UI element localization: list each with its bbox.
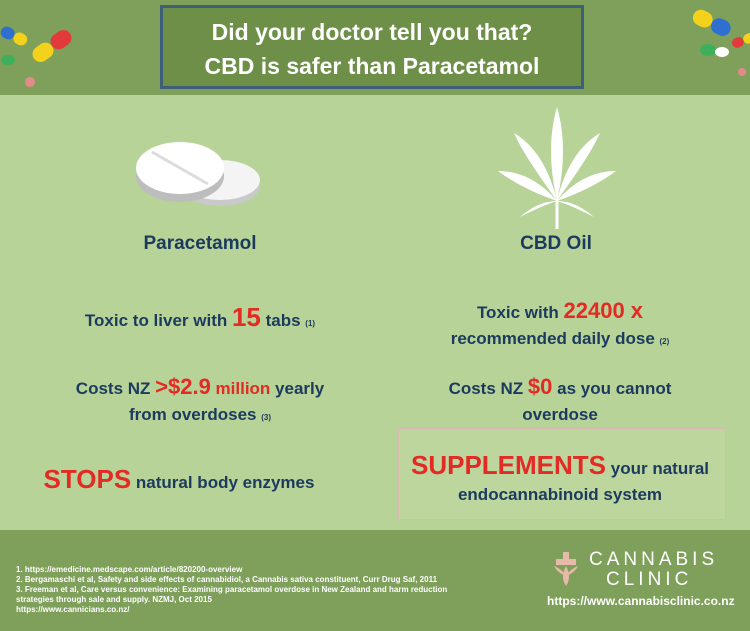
paracetamol-tab-count: 15 (231, 302, 261, 332)
paracetamol-cost: Costs NZ >$2.9 million yearly from overd… (30, 374, 370, 431)
reference-2: 2. Bergamaschi et al, Safety and side ef… (16, 575, 438, 584)
paracetamol-cost-million: million (210, 379, 271, 398)
cbd-cost-line2: overdose (522, 405, 598, 424)
paracetamol-enzymes: STOPS natural body enzymes (14, 466, 344, 496)
logo-clinic: CLINIC (606, 569, 693, 590)
cbd-cost-prefix: Costs NZ (448, 379, 528, 398)
ref-1-marker: (1) (305, 319, 316, 328)
cannabis-leaf-icon (498, 107, 616, 229)
references-list: 1. https://emedicine.medscape.com/articl… (16, 565, 536, 615)
cbd-cost-suffix: as you cannot (552, 379, 672, 398)
cbd-supplements-word: SUPPLEMENTS (411, 450, 607, 480)
ref-2-marker: (2) (659, 337, 670, 346)
paracetamol-cost-suffix: yearly (270, 379, 325, 398)
cbd-cost-amount: $0 (527, 374, 553, 399)
paracetamol-stops: STOPS (43, 464, 132, 494)
paracetamol-title: Paracetamol (143, 233, 257, 254)
reference-4: https://www.cannicians.co.nz/ (16, 605, 130, 614)
paracetamol-enzymes-text: natural body enzymes (131, 473, 315, 492)
reference-1: 1. https://emedicine.medscape.com/articl… (16, 565, 243, 574)
cbd-supplements: SUPPLEMENTS your natural endocannabinoid… (400, 452, 720, 508)
paracetamol-cost-amount: >$2.9 (155, 374, 211, 399)
cbd-toxicity-prefix: Toxic with (476, 303, 564, 322)
logo-cannabis: CANNABIS (589, 549, 719, 570)
cbd-cost: Costs NZ $0 as you cannot overdose (400, 374, 720, 428)
headline-box: Did your doctor tell you that? CBD is sa… (160, 5, 584, 89)
website-link[interactable]: https://www.cannabisclinic.co.nz (547, 594, 735, 608)
headline-line1: Did your doctor tell you that? (211, 19, 533, 45)
reference-3-cont: strategies through sale and supply. NZMJ… (16, 595, 212, 604)
cbd-supplements-line2: endocannabinoid system (457, 485, 663, 504)
cbd-supplements-text: your natural (606, 459, 709, 478)
cbd-oil-title: CBD Oil (520, 233, 592, 254)
pills-right-icon (692, 9, 750, 76)
ref-3-marker: (3) (261, 413, 272, 422)
paracetamol-tabs-label: tabs (260, 311, 306, 330)
pills-left-icon (0, 26, 72, 87)
headline-line2: CBD is safer than Paracetamol (204, 53, 540, 79)
paracetamol-toxicity-text: Toxic to liver with (84, 311, 232, 330)
paracetamol-toxicity: Toxic to liver with 15 tabs (1) (30, 304, 370, 337)
cbd-toxicity: Toxic with 22400 x recommended daily dos… (400, 298, 720, 355)
cbd-supplements-box (398, 428, 726, 520)
paracetamol-cost-prefix: Costs NZ (75, 379, 156, 398)
tablets-icon (136, 142, 260, 206)
cannabis-clinic-logo-icon (554, 552, 578, 586)
paracetamol-cost-line2: from overdoses (128, 405, 262, 424)
footer-band (0, 530, 750, 631)
cbd-toxic-dose: 22400 x (563, 298, 644, 323)
reference-3: 3. Freeman et al, Care versus convenienc… (16, 585, 448, 594)
cbd-toxicity-line2: recommended daily dose (450, 329, 660, 348)
